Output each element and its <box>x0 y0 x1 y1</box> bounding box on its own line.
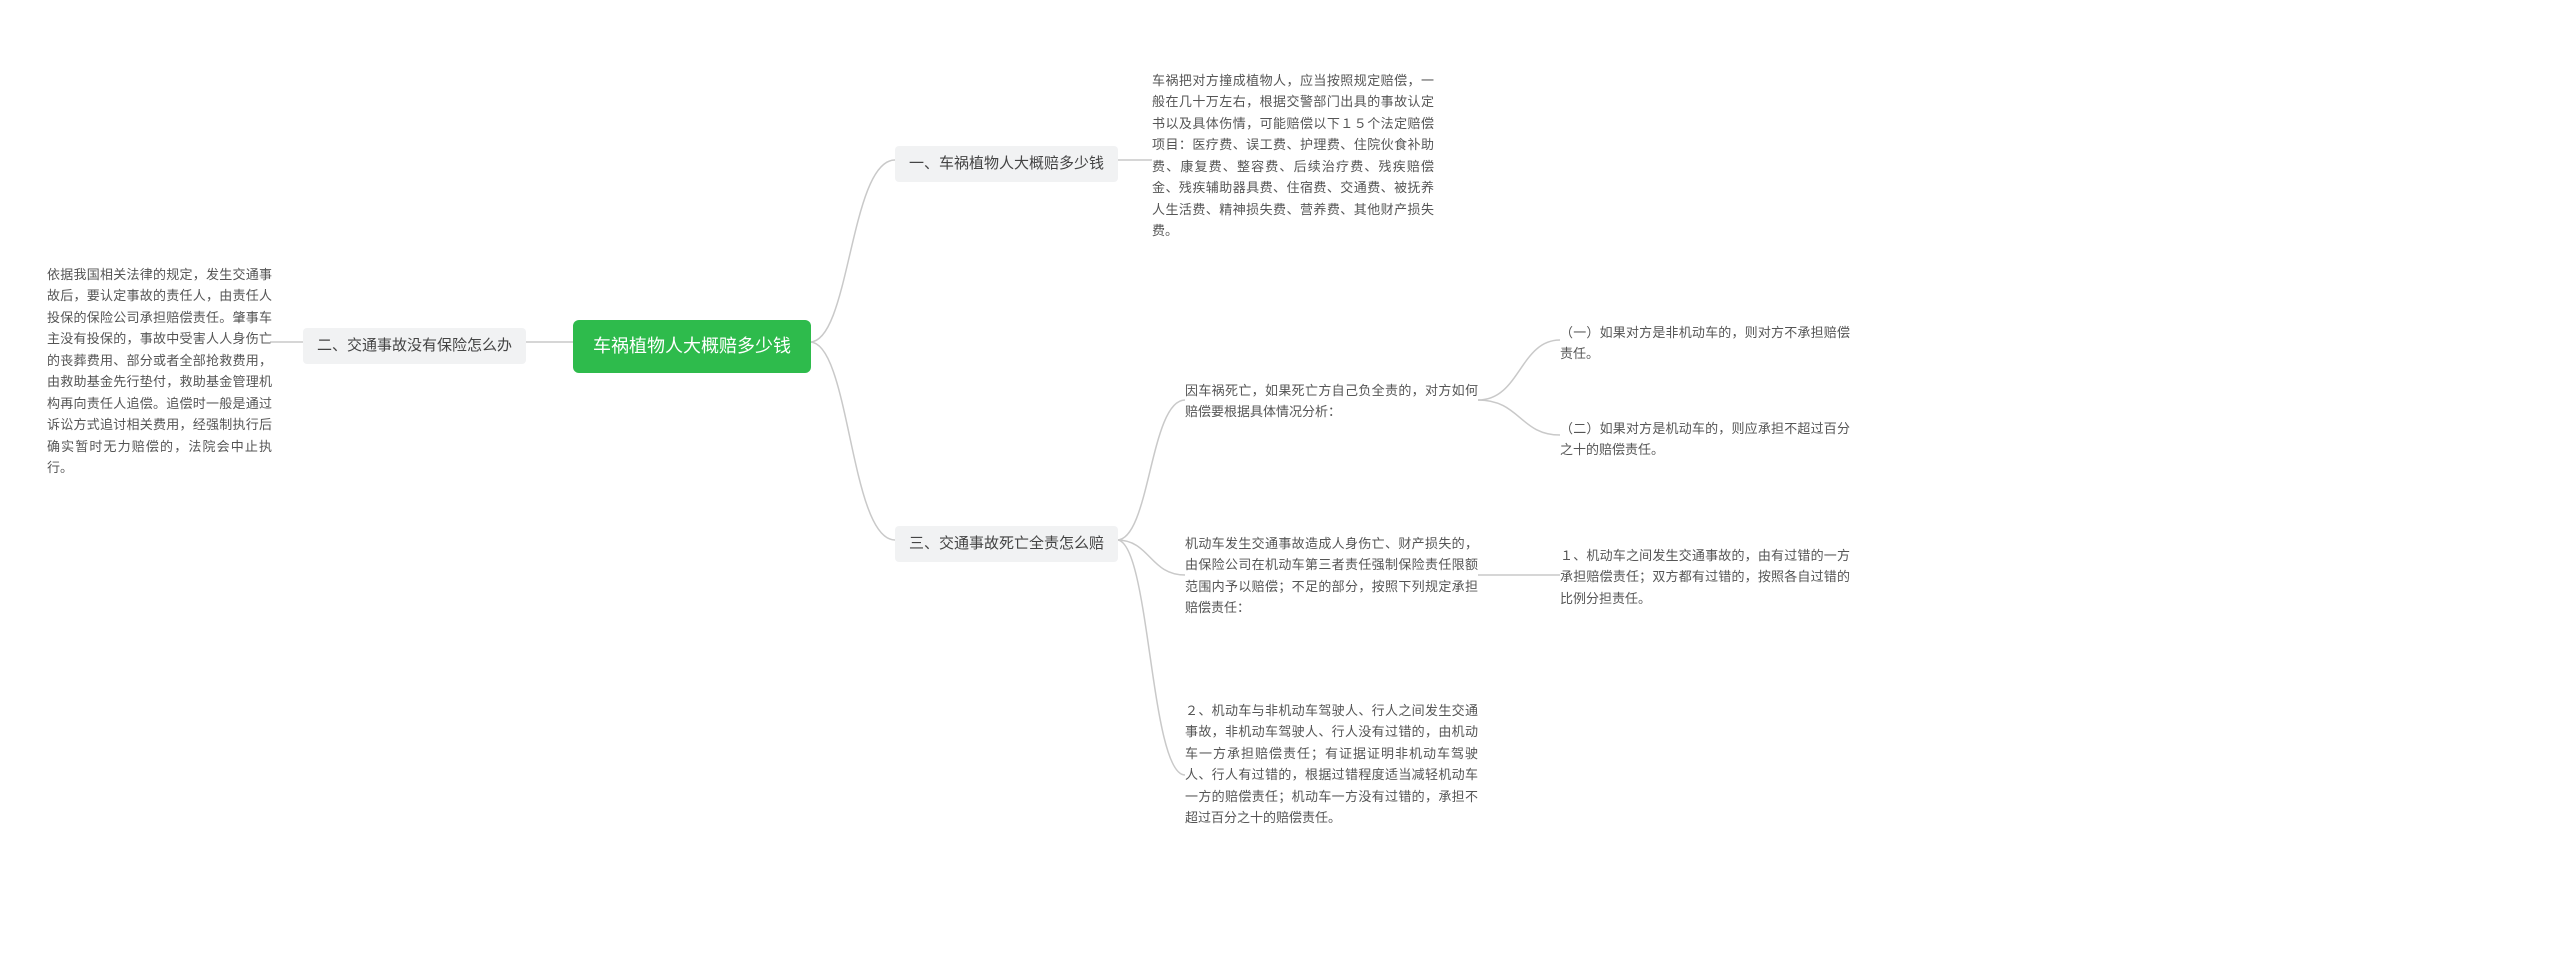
sub-3a: 因车祸死亡，如果死亡方自己负全责的，对方如何赔偿要根据具体情况分析： <box>1185 380 1478 423</box>
branch-2: 二、交通事故没有保险怎么办 <box>303 328 526 364</box>
sub-3c: ２、机动车与非机动车驾驶人、行人之间发生交通事故，非机动车驾驶人、行人没有过错的… <box>1185 700 1478 829</box>
sub-3a-2: （二）如果对方是机动车的，则应承担不超过百分之十的赔偿责任。 <box>1560 418 1850 461</box>
sub-3b: 机动车发生交通事故造成人身伤亡、财产损失的，由保险公司在机动车第三者责任强制保险… <box>1185 533 1478 619</box>
sub-3b-1: １、机动车之间发生交通事故的，由有过错的一方承担赔偿责任；双方都有过错的，按照各… <box>1560 545 1850 609</box>
leaf-1-text: 车祸把对方撞成植物人，应当按照规定赔偿，一般在几十万左右，根据交警部门出具的事故… <box>1152 70 1434 242</box>
root-node: 车祸植物人大概赔多少钱 <box>573 320 811 373</box>
leaf-2-text: 依据我国相关法律的规定，发生交通事故后，要认定事故的责任人，由责任人投保的保险公… <box>47 264 272 478</box>
branch-3: 三、交通事故死亡全责怎么赔 <box>895 526 1118 562</box>
sub-3a-1: （一）如果对方是非机动车的，则对方不承担赔偿责任。 <box>1560 322 1850 365</box>
branch-1: 一、车祸植物人大概赔多少钱 <box>895 146 1118 182</box>
